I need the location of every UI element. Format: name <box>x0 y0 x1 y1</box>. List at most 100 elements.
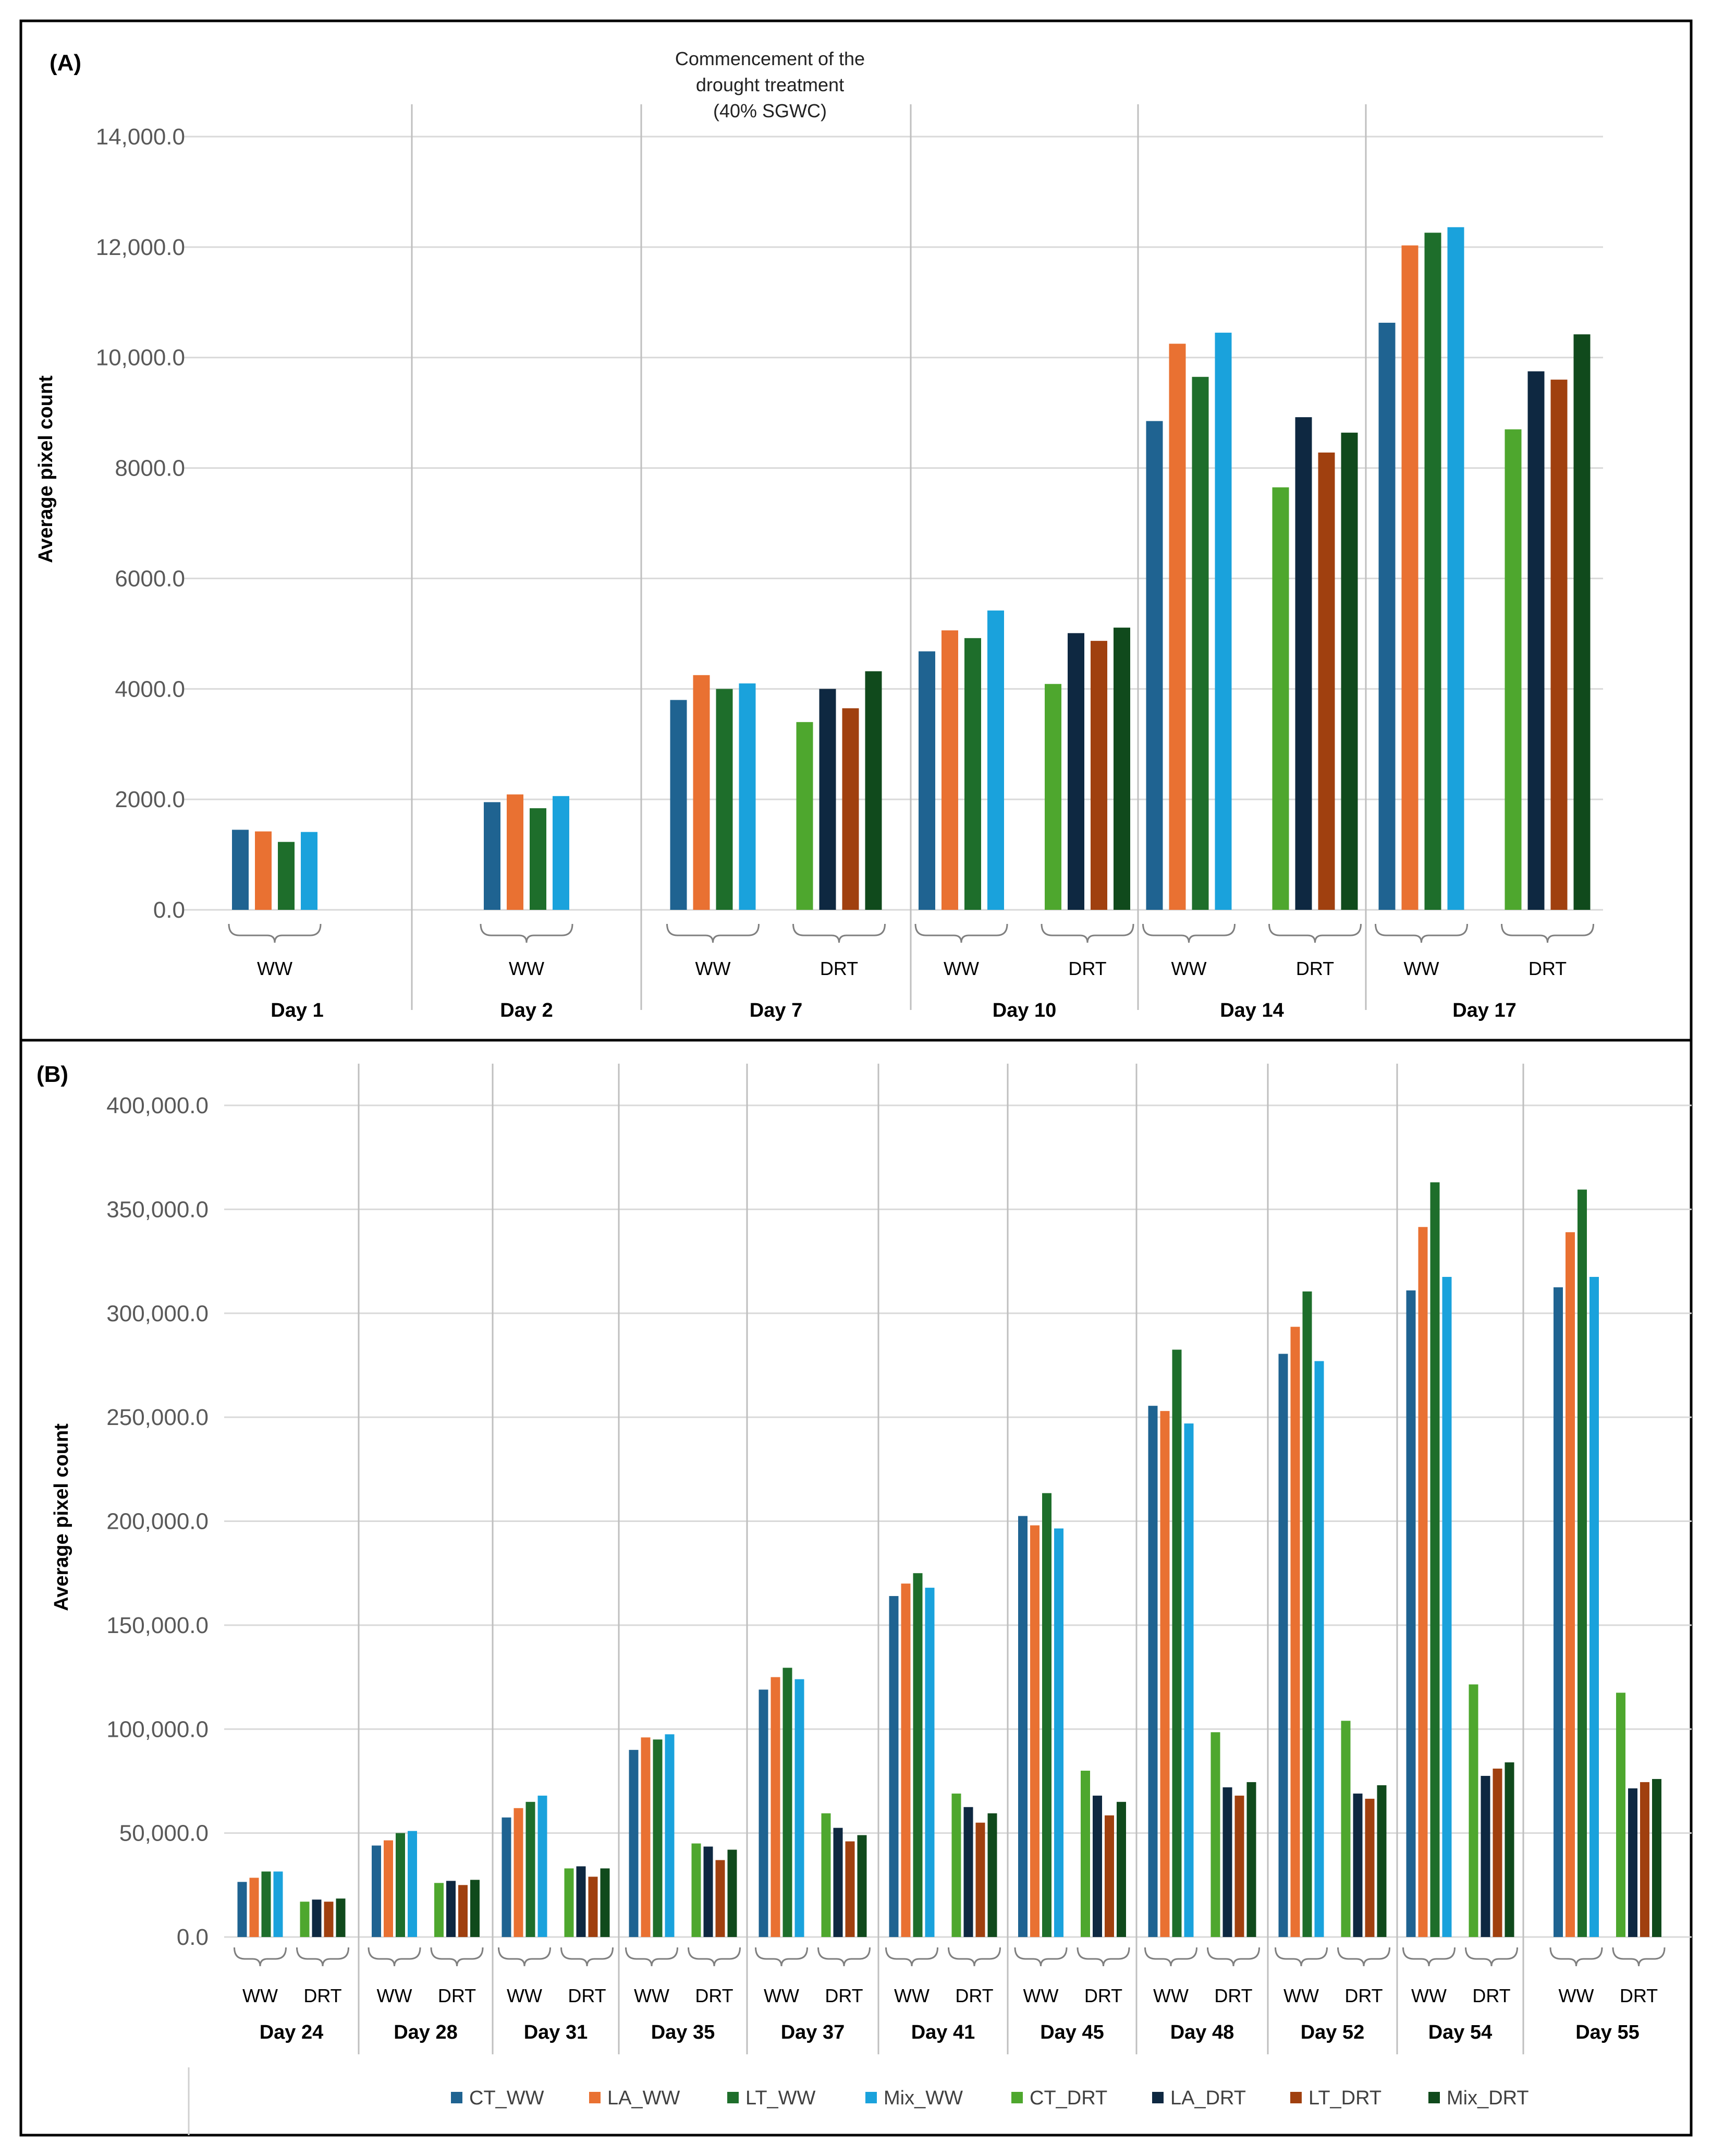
bar-day-35-mix-ww <box>665 1734 675 1937</box>
group-bracket <box>1549 1947 1603 1967</box>
bar-day-52-lt-ww <box>1302 1291 1312 1937</box>
bar-day-10-mix-ww <box>987 610 1004 910</box>
panel-a-label: (A) <box>50 50 81 76</box>
group-bracket <box>1207 1947 1260 1967</box>
bar-day-31-lt-drt <box>588 1877 598 1937</box>
y-tick-label: 350,000.0 <box>106 1197 209 1222</box>
bar-day-48-la-ww <box>1160 1411 1170 1937</box>
y-tick-label: 8000.0 <box>115 456 185 481</box>
group-label: WW <box>634 1985 669 2006</box>
group-bracket <box>1337 1947 1390 1967</box>
group-label: DRT <box>1472 1985 1510 2006</box>
bar-day-28-lt-drt <box>458 1885 468 1937</box>
day-label: Day 45 <box>1040 2021 1104 2043</box>
bar-day-31-ct-ww <box>502 1817 511 1937</box>
group-label: DRT <box>825 1985 863 2006</box>
y-tick-label: 100,000.0 <box>106 1716 209 1742</box>
legend-label-ct-ww: CT_WW <box>469 2087 544 2109</box>
annotation-line-1: Commencement of the <box>675 48 865 69</box>
group-label: WW <box>257 958 292 979</box>
y-tick-label: 4000.0 <box>115 676 185 702</box>
group-label: WW <box>1559 1985 1594 2006</box>
bar-day-41-mix-drt <box>987 1813 997 1937</box>
bar-day-54-la-drt <box>1481 1775 1490 1937</box>
group-label: WW <box>1283 1985 1319 2006</box>
day-label: Day 37 <box>781 2021 845 2043</box>
bar-day-45-ct-ww <box>1018 1516 1028 1937</box>
group-label: WW <box>1404 958 1439 979</box>
day-label: Day 35 <box>651 2021 715 2043</box>
group-bracket <box>1501 923 1594 943</box>
bar-day-52-lt-drt <box>1365 1798 1375 1937</box>
bar-day-54-mix-ww <box>1442 1276 1452 1937</box>
bar-day-7-ct-ww <box>670 700 687 910</box>
bar-day-14-ct-drt <box>1272 487 1289 910</box>
y-tick-label: 250,000.0 <box>106 1405 209 1430</box>
y-tick-label: 400,000.0 <box>106 1093 209 1118</box>
bar-day-37-mix-drt <box>857 1835 867 1937</box>
bar-day-31-mix-ww <box>537 1795 547 1937</box>
group-label: DRT <box>1620 1985 1658 2006</box>
bar-day-10-ct-drt <box>1045 684 1061 910</box>
day-label: Day 14 <box>1220 1000 1284 1021</box>
group-label: WW <box>1153 1985 1189 2006</box>
day-label: Day 52 <box>1301 2021 1365 2043</box>
bar-day-52-la-ww <box>1290 1326 1300 1937</box>
legend-label-la-drt: LA_DRT <box>1170 2087 1246 2109</box>
bar-day-52-ct-drt <box>1341 1721 1351 1937</box>
group-bracket <box>755 1947 808 1967</box>
bar-day-35-lt-ww <box>653 1739 663 1937</box>
bar-day-37-lt-ww <box>782 1667 792 1937</box>
bar-day-17-lt-drt <box>1550 380 1568 910</box>
y-tick-label: 200,000.0 <box>106 1509 209 1534</box>
bar-day-10-lt-ww <box>964 638 981 910</box>
group-label: DRT <box>820 958 858 979</box>
group-bracket <box>948 1947 1001 1967</box>
bar-day-52-ct-ww <box>1278 1354 1288 1937</box>
y-tick-label: 150,000.0 <box>106 1613 209 1638</box>
bar-day-17-mix-drt <box>1573 334 1591 910</box>
day-label: Day 55 <box>1575 2021 1640 2043</box>
group-label: DRT <box>695 1985 733 2006</box>
bar-day-17-la-drt <box>1527 371 1545 910</box>
drought-annotation: Commencement of the drought treatment (4… <box>675 48 865 121</box>
bar-day-10-la-drt <box>1068 633 1084 910</box>
group-label: DRT <box>1528 958 1567 979</box>
group-label: WW <box>695 958 731 979</box>
bar-day-48-lt-drt <box>1234 1795 1244 1937</box>
bar-day-7-la-ww <box>693 675 710 910</box>
day-label: Day 17 <box>1452 1000 1517 1021</box>
bar-day-31-ct-drt <box>564 1868 574 1937</box>
group-label: WW <box>1171 958 1207 979</box>
bar-day-54-lt-drt <box>1493 1769 1502 1937</box>
legend-label-mix-drt: Mix_DRT <box>1447 2087 1529 2109</box>
group-bracket <box>688 1947 741 1967</box>
bar-day-55-la-drt <box>1628 1788 1637 1937</box>
bar-day-37-la-drt <box>833 1828 843 1937</box>
bar-day-45-lt-ww <box>1042 1493 1051 1937</box>
bar-day-48-mix-ww <box>1184 1423 1194 1937</box>
y-tick-label: 6000.0 <box>115 566 185 591</box>
legend-swatch-ct-drt <box>1011 2092 1023 2103</box>
bar-day-35-la-ww <box>641 1737 651 1937</box>
bar-day-37-mix-ww <box>794 1679 804 1937</box>
bar-day-7-la-drt <box>819 689 836 910</box>
bar-day-14-lt-ww <box>1192 376 1209 910</box>
bar-day-54-mix-drt <box>1505 1762 1514 1937</box>
legend-swatch-ct-ww <box>451 2092 462 2103</box>
bar-day-28-ct-drt <box>434 1883 444 1937</box>
group-bracket <box>792 923 886 943</box>
group-label: DRT <box>438 1985 476 2006</box>
y-tick-label: 12,000.0 <box>96 235 185 260</box>
bar-day-17-lt-ww <box>1424 233 1441 910</box>
group-label: WW <box>242 1985 278 2006</box>
annotation-line-2: drought treatment <box>696 74 844 95</box>
bar-day-37-la-ww <box>771 1677 780 1937</box>
group-label: WW <box>1411 1985 1447 2006</box>
y-tick-label: 0.0 <box>153 897 185 923</box>
group-bracket <box>234 1947 287 1967</box>
group-bracket <box>368 1947 421 1967</box>
bar-day-28-ct-ww <box>372 1845 381 1937</box>
bar-day-54-la-ww <box>1418 1227 1428 1937</box>
bar-day-28-la-ww <box>384 1840 393 1937</box>
